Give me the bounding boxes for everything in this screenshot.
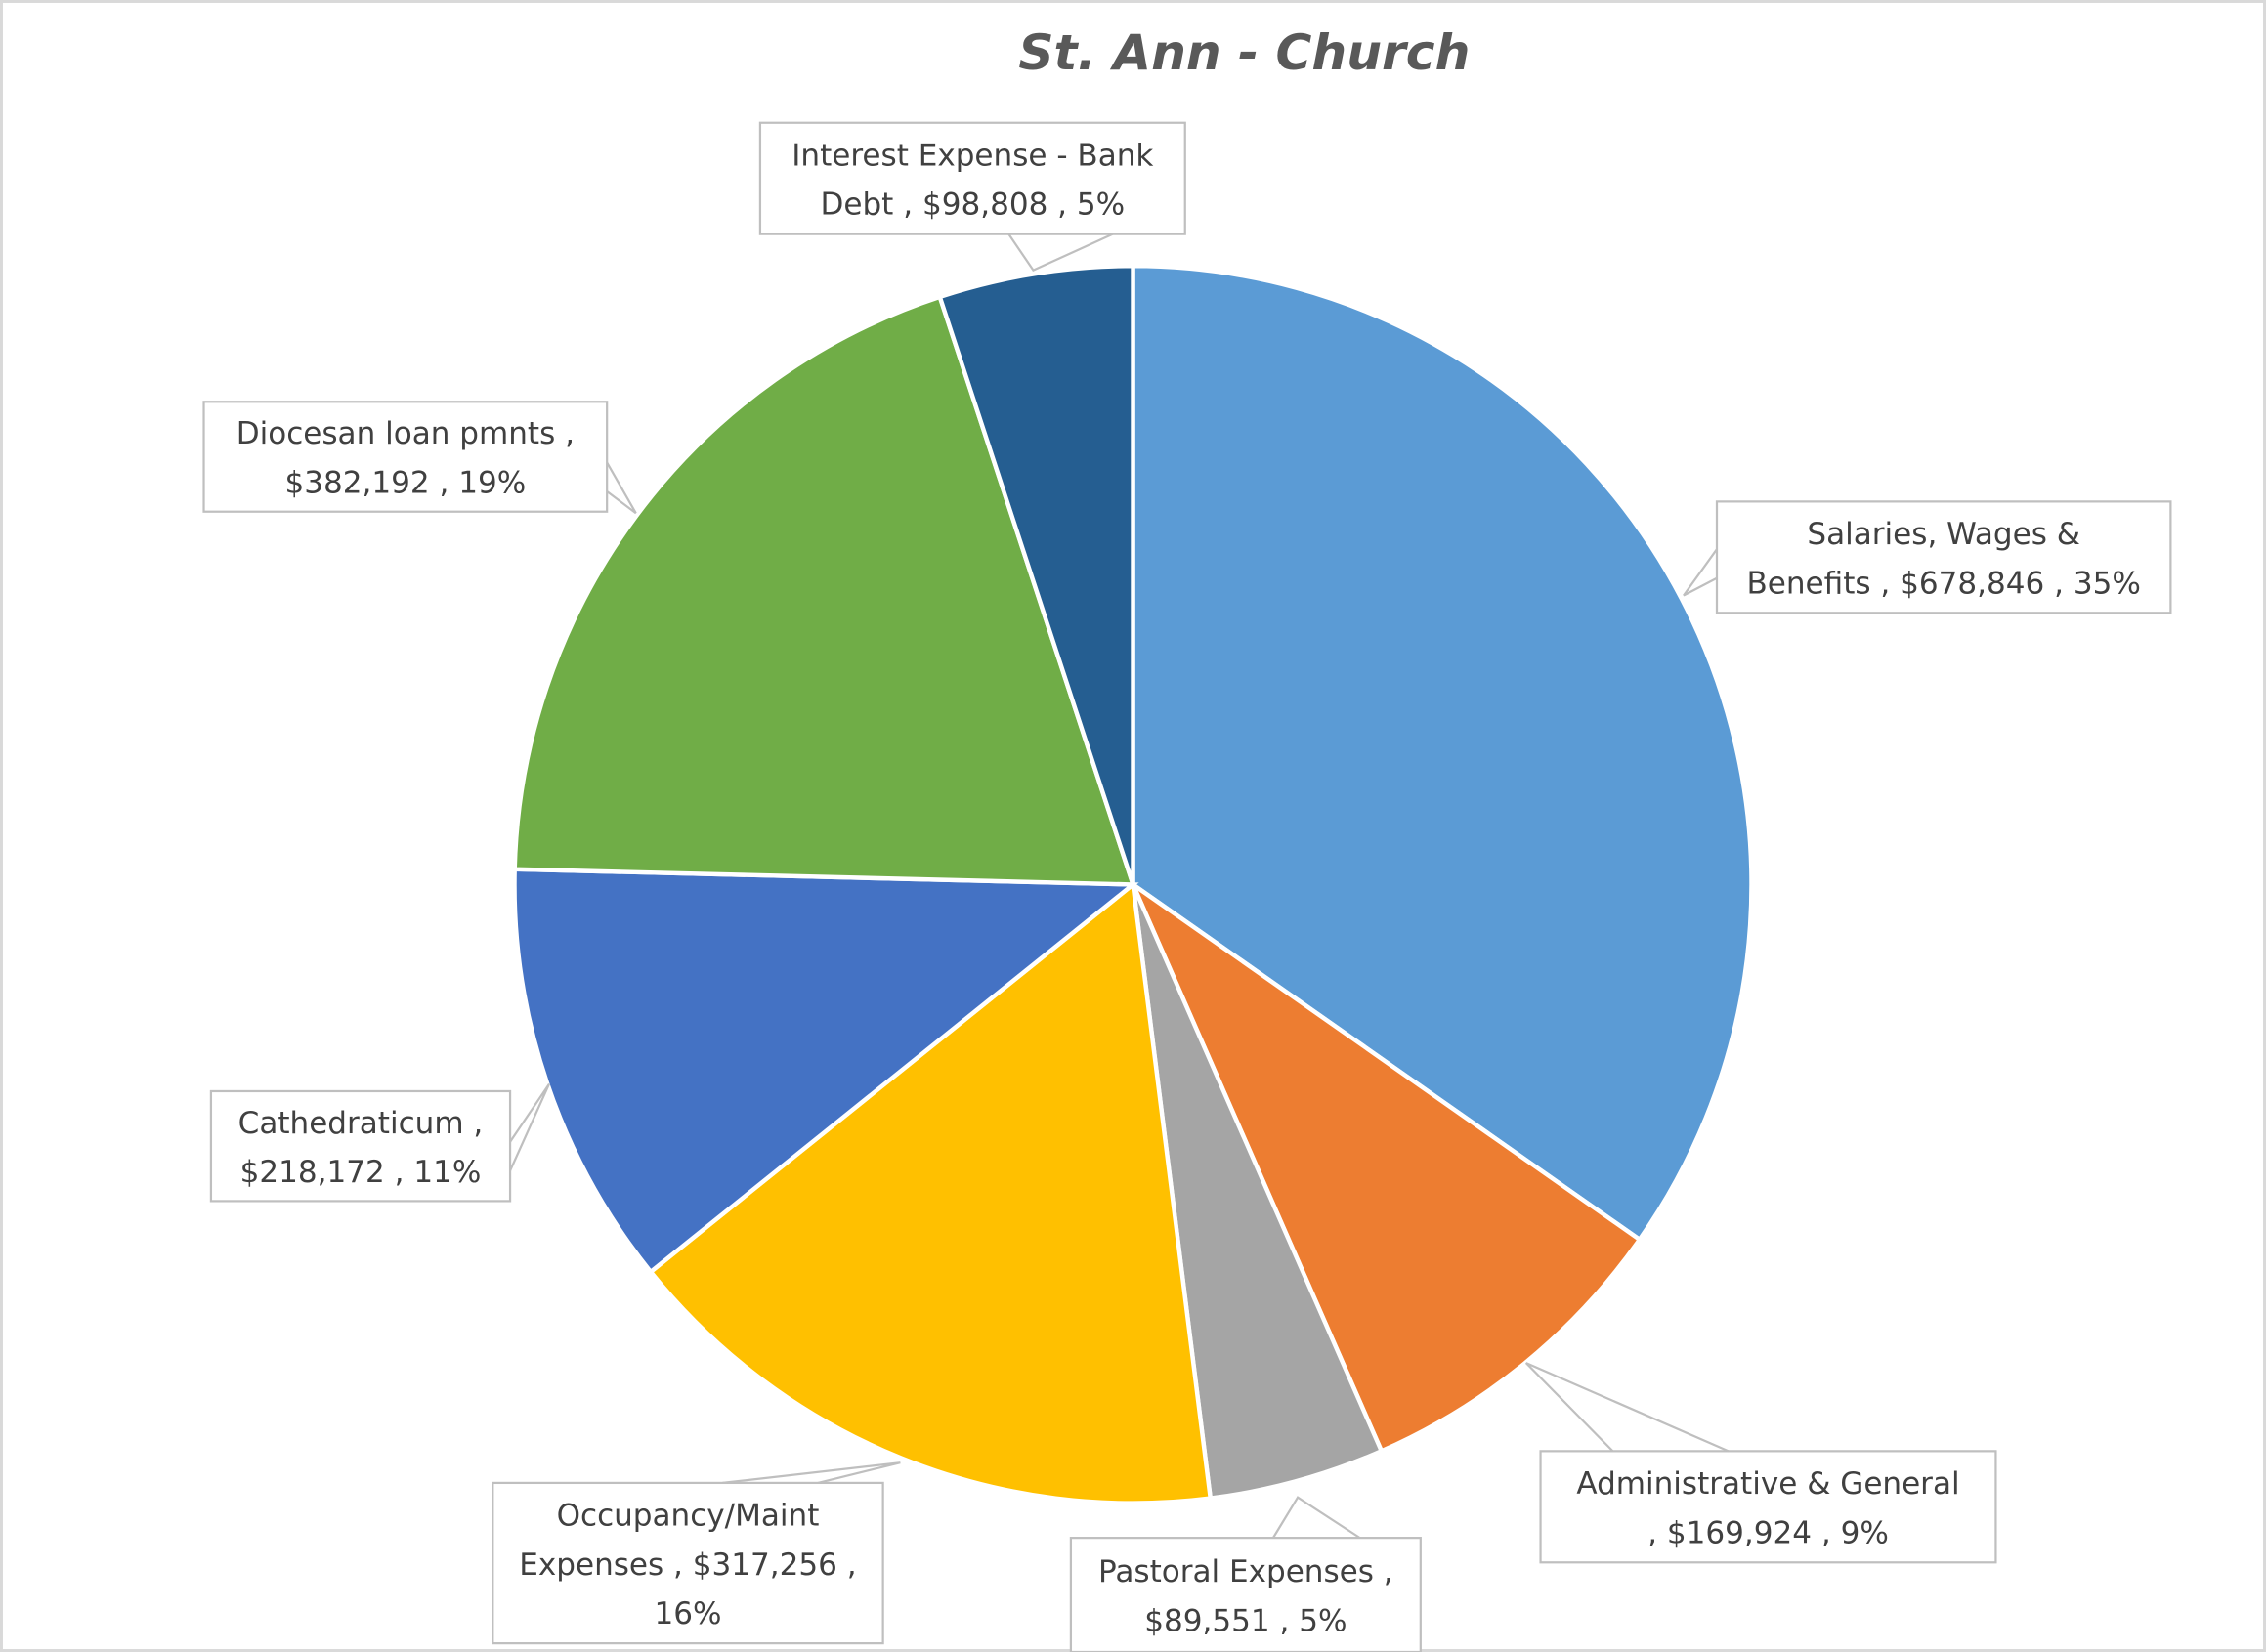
data-label-text: Diocesan loan pmnts , — [236, 416, 575, 451]
data-label: Administrative & General , $169,924 , 9% — [1524, 1362, 1997, 1564]
label-box — [492, 1481, 884, 1645]
data-label-text: $218,172 , 11% — [240, 1155, 482, 1190]
data-label-text: Expenses , $317,256 , — [519, 1547, 856, 1583]
data-label: Diocesan loan pmnts , $382,192 , 19% — [202, 401, 637, 515]
data-label-text: 16% — [654, 1596, 721, 1631]
data-label-text: Benefits , $678,846 , 35% — [1747, 566, 2141, 601]
pie-slice-6[interactable] — [937, 263, 1135, 886]
data-labels: Salaries, Wages & Benefits , $678,846 , 3… — [202, 121, 2172, 1652]
leader-line — [509, 1082, 551, 1171]
label-box — [209, 1089, 512, 1203]
pie-slice-5[interactable] — [512, 294, 1136, 887]
label-box — [1069, 1537, 1422, 1652]
data-label: Cathedraticum , $218,172 , 11% — [209, 1082, 551, 1203]
pie-slice-4[interactable] — [512, 867, 1139, 1275]
label-box — [1715, 500, 2172, 614]
data-label: Pastoral Expenses , $89,551 , 5% — [1069, 1496, 1422, 1652]
data-label-text: Debt , $98,808 , 5% — [820, 188, 1125, 223]
pie-slice-0[interactable] — [1131, 263, 1754, 1243]
chart-title: St. Ann - Church — [1018, 23, 1470, 81]
data-label: Interest Expense - Bank Debt , $98,808 , … — [758, 121, 1186, 273]
data-label: Salaries, Wages & Benefits , $678,846 , 3… — [1683, 500, 2172, 614]
data-label-text: Occupancy/Maint — [557, 1499, 820, 1534]
data-label-text: , $169,924 , 9% — [1647, 1515, 1889, 1550]
data-label-text: Administrative & General — [1576, 1466, 1959, 1502]
leader-line — [1524, 1362, 1730, 1453]
leader-line — [1272, 1496, 1361, 1540]
data-label-text: Interest Expense - Bank — [791, 138, 1153, 173]
pie-slices — [512, 263, 1754, 1505]
label-box — [758, 121, 1186, 235]
label-box — [202, 401, 609, 513]
data-label-text: $89,551 , 5% — [1144, 1604, 1347, 1639]
pie-slice-1[interactable] — [1128, 878, 1643, 1455]
leader-line — [606, 461, 637, 515]
data-label-text: Cathedraticum , — [238, 1106, 484, 1141]
data-label-text: $382,192 , 19% — [284, 465, 526, 500]
label-box — [1539, 1450, 1997, 1564]
data-label-text: Salaries, Wages & — [1807, 517, 2080, 552]
leader-line — [1007, 233, 1114, 273]
pie-slice-3[interactable] — [647, 880, 1214, 1505]
leader-line — [722, 1461, 901, 1485]
data-label: Occupancy/Maint Expenses , $317,256 , 16% — [492, 1461, 901, 1645]
leader-line — [1683, 548, 1718, 597]
data-label-text: Pastoral Expenses , — [1098, 1554, 1393, 1589]
pie-slice-2[interactable] — [1131, 883, 1385, 1502]
